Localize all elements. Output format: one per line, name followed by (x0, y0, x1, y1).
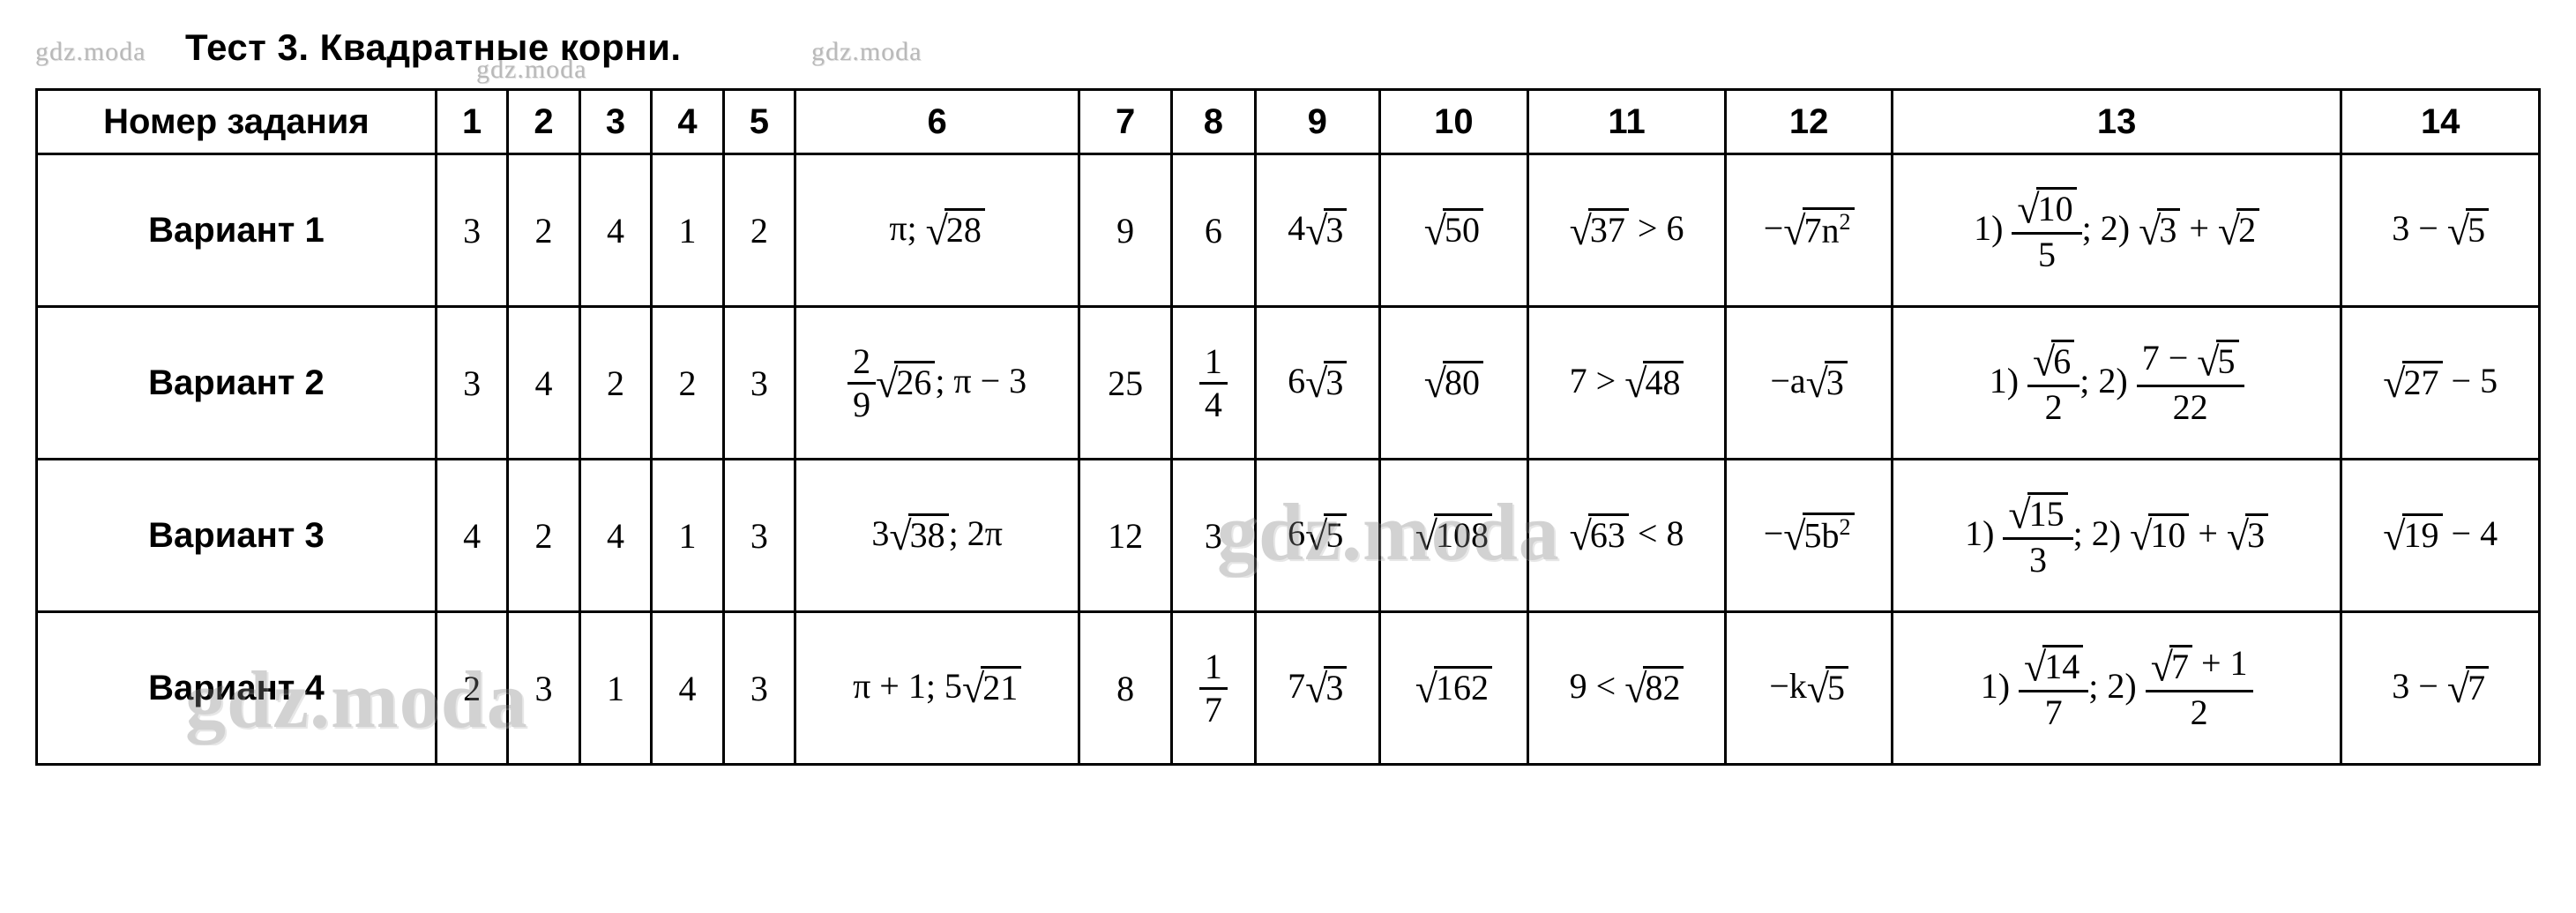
answer-cell: 9 < √82 (1527, 612, 1726, 765)
answer-cell: 4 (579, 154, 651, 307)
answer-cell: 3 (723, 307, 795, 460)
answer-cell: 1 (652, 460, 723, 612)
table-row: Вариант 23422329√26; π − 325146√3√807 > … (37, 307, 2540, 460)
page-root: gdz.moda gdz.moda gdz.moda Тест 3. Квадр… (0, 0, 2576, 819)
answer-cell: 2 (508, 460, 579, 612)
column-header: 5 (723, 90, 795, 154)
answer-cell: 17 (1172, 612, 1255, 765)
row-label-cell: Вариант 1 (37, 154, 437, 307)
answer-cell: 2 (508, 154, 579, 307)
answer-cell: √80 (1379, 307, 1527, 460)
answer-cell: 4√3 (1255, 154, 1379, 307)
answer-cell: 12 (1079, 460, 1172, 612)
answer-cell: 2 (723, 154, 795, 307)
column-header: 11 (1527, 90, 1726, 154)
answer-cell: 3 − √5 (2341, 154, 2540, 307)
answer-cell: 3 (723, 612, 795, 765)
answer-cell: 3 (436, 154, 507, 307)
answer-cell: 2 (579, 307, 651, 460)
answer-cell: √19 − 4 (2341, 460, 2540, 612)
column-header: 9 (1255, 90, 1379, 154)
answer-cell: √63 < 8 (1527, 460, 1726, 612)
column-header: 13 (1892, 90, 2341, 154)
table-body: Вариант 132412π; √28964√3√50√37 > 6−√7n2… (37, 154, 2540, 765)
table-row: Вариант 132412π; √28964√3√50√37 > 6−√7n2… (37, 154, 2540, 307)
column-header: 14 (2341, 90, 2540, 154)
answer-cell: √37 > 6 (1527, 154, 1726, 307)
row-label-cell: Вариант 4 (37, 612, 437, 765)
column-header: 8 (1172, 90, 1255, 154)
answer-cell: 4 (579, 460, 651, 612)
answer-cell: 9 (1079, 154, 1172, 307)
answer-cell: 1) √153; 2) √10 + √3 (1892, 460, 2341, 612)
answer-cell: 29√26; π − 3 (795, 307, 1079, 460)
column-header: 12 (1726, 90, 1893, 154)
answer-cell: 6 (1172, 154, 1255, 307)
column-header: 2 (508, 90, 579, 154)
answer-cell: 7√3 (1255, 612, 1379, 765)
answer-cell: √27 − 5 (2341, 307, 2540, 460)
answer-cell: 6√5 (1255, 460, 1379, 612)
answer-cell: 1 (579, 612, 651, 765)
answer-cell: −√5b2 (1726, 460, 1893, 612)
header-label-cell: Номер задания (37, 90, 437, 154)
row-label-cell: Вариант 3 (37, 460, 437, 612)
answer-cell: √50 (1379, 154, 1527, 307)
answer-cell: 25 (1079, 307, 1172, 460)
answer-cell: 2 (436, 612, 507, 765)
answer-cell: 3 (508, 612, 579, 765)
column-header: 4 (652, 90, 723, 154)
answer-cell: 8 (1079, 612, 1172, 765)
column-header: 6 (795, 90, 1079, 154)
answer-cell: √162 (1379, 612, 1527, 765)
table-header: Номер задания 1 2 3 4 5 6 7 8 9 10 11 12… (37, 90, 2540, 154)
answer-cell: π; √28 (795, 154, 1079, 307)
table-header-row: Номер задания 1 2 3 4 5 6 7 8 9 10 11 12… (37, 90, 2540, 154)
answer-cell: 7 > √48 (1527, 307, 1726, 460)
column-header: 3 (579, 90, 651, 154)
answer-cell: 3 (436, 307, 507, 460)
answer-cell: 4 (436, 460, 507, 612)
answer-cell: 3 − √7 (2341, 612, 2540, 765)
answer-cell: 1) √105; 2) √3 + √2 (1892, 154, 2341, 307)
column-header: 10 (1379, 90, 1527, 154)
answer-cell: 14 (1172, 307, 1255, 460)
answer-cell: π + 1; 5√21 (795, 612, 1079, 765)
answer-cell: 1) √62; 2) 7 − √522 (1892, 307, 2341, 460)
row-label-cell: Вариант 2 (37, 307, 437, 460)
answer-cell: √108 (1379, 460, 1527, 612)
answer-cell: 3 (1172, 460, 1255, 612)
answer-cell: 3√38; 2π (795, 460, 1079, 612)
answer-cell: 2 (652, 307, 723, 460)
table-row: Вариант 3424133√38; 2π1236√5√108√63 < 8−… (37, 460, 2540, 612)
answer-cell: 1) √147; 2) √7 + 12 (1892, 612, 2341, 765)
answer-cell: 4 (508, 307, 579, 460)
answer-cell: 6√3 (1255, 307, 1379, 460)
answer-cell: −√7n2 (1726, 154, 1893, 307)
answer-cell: 1 (652, 154, 723, 307)
answer-cell: 4 (652, 612, 723, 765)
page-title: Тест 3. Квадратные корни. (35, 26, 2541, 69)
column-header: 1 (436, 90, 507, 154)
answer-cell: −k√5 (1726, 612, 1893, 765)
table-row: Вариант 423143π + 1; 5√218177√3√1629 < √… (37, 612, 2540, 765)
answer-cell: 3 (723, 460, 795, 612)
column-header: 7 (1079, 90, 1172, 154)
answers-table: Номер задания 1 2 3 4 5 6 7 8 9 10 11 12… (35, 88, 2541, 766)
answer-cell: −a√3 (1726, 307, 1893, 460)
